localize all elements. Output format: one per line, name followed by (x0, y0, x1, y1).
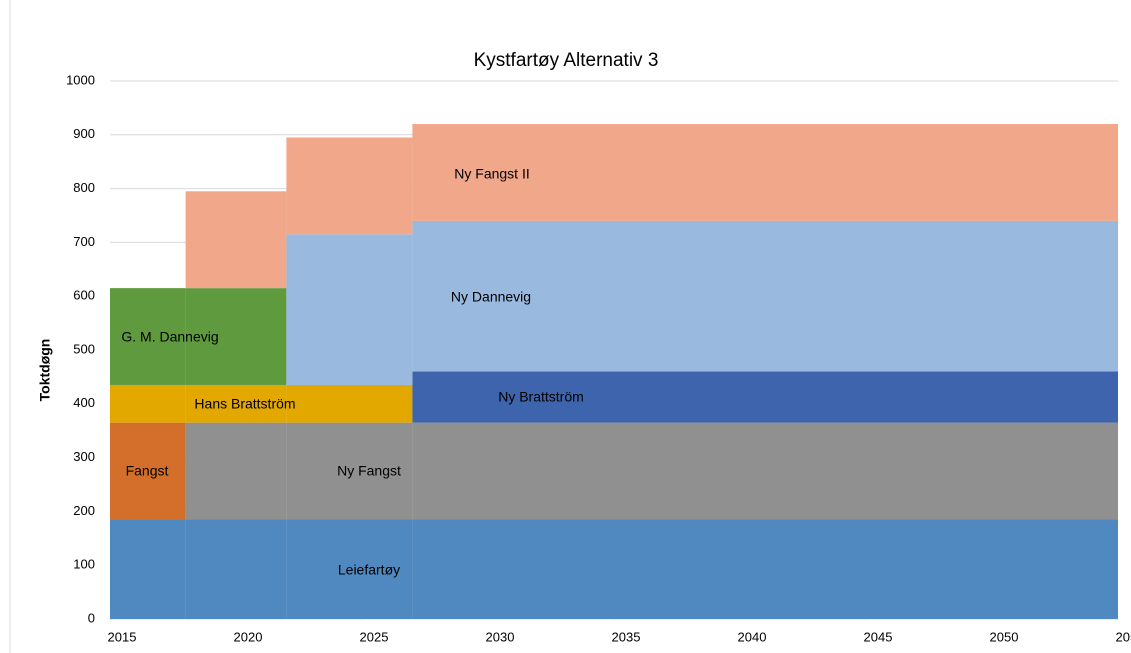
series-label: Ny Dannevig (451, 289, 531, 305)
chart-title: Kystfartøy Alternativ 3 (474, 50, 659, 71)
series-label: Ny Fangst (337, 463, 401, 479)
area-segment (286, 234, 413, 385)
series-label: G. M. Dannevig (121, 329, 218, 345)
area-segment (110, 519, 186, 619)
area-segment (185, 384, 287, 423)
y-tick-label: 400 (73, 395, 95, 410)
y-tick-label: 900 (73, 126, 95, 141)
area-segment (185, 422, 287, 520)
area-segment (185, 288, 287, 385)
x-tick-label: 2055 (1116, 629, 1131, 644)
area-segment (412, 371, 1118, 423)
series-label: Hans Brattström (194, 396, 295, 412)
area-segment (286, 384, 413, 423)
series-label: Ny Fangst II (454, 166, 529, 182)
x-tick-label: 2035 (612, 629, 641, 644)
area-segment (286, 422, 413, 520)
x-tick-label: 2040 (738, 629, 767, 644)
x-tick-label: 2045 (864, 629, 893, 644)
series-label: Leiefartøy (338, 562, 400, 578)
area-segment (185, 191, 287, 289)
x-tick-label: 2030 (486, 629, 515, 644)
series-label: Fangst (126, 463, 169, 479)
area-segment (110, 384, 186, 423)
y-tick-label: 800 (73, 180, 95, 195)
area-segment (412, 220, 1118, 372)
area-segment (286, 519, 413, 619)
x-tick-label: 2020 (234, 629, 263, 644)
area-segment (185, 519, 287, 619)
y-tick-label: 1000 (66, 72, 95, 87)
x-tick-label: 2015 (108, 629, 137, 644)
y-tick-label: 600 (73, 288, 95, 303)
y-tick-label: 500 (73, 341, 95, 356)
area-segment (110, 288, 186, 385)
y-tick-label: 200 (73, 503, 95, 518)
x-tick-label: 2050 (990, 629, 1019, 644)
area-segment (110, 422, 186, 520)
area-segment (412, 519, 1118, 619)
y-tick-label: 100 (73, 557, 95, 572)
y-tick-label: 0 (88, 610, 95, 625)
area-segment (412, 422, 1118, 520)
area-segment (412, 124, 1118, 221)
x-tick-label: 2025 (360, 629, 389, 644)
series-label: Ny Brattström (498, 389, 584, 405)
y-tick-label: 300 (73, 449, 95, 464)
y-axis-title: Toktdøgn (37, 339, 53, 402)
y-tick-label: 700 (73, 234, 95, 249)
area-segment (286, 137, 413, 235)
